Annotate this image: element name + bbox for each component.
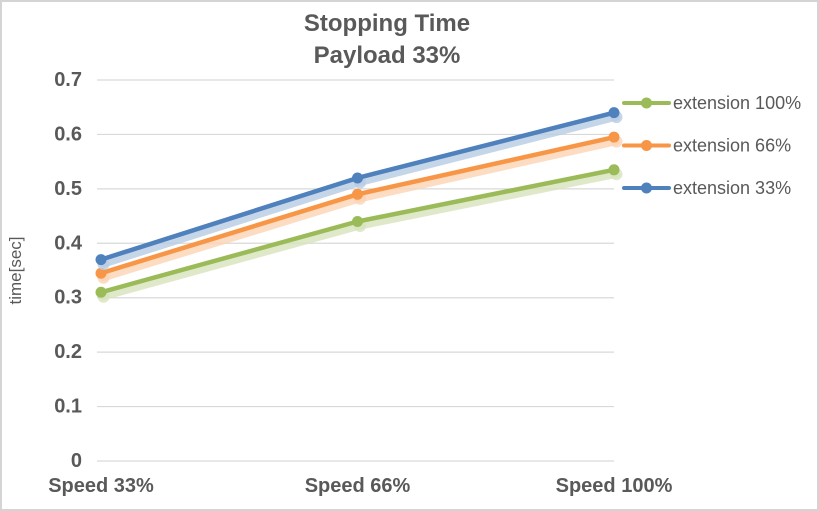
y-axis-title: time[sec]: [6, 236, 25, 304]
y-tick-label: 0.5: [54, 178, 82, 200]
y-tick-label: 0: [71, 450, 82, 472]
data-point-marker-extension-100: [352, 216, 363, 228]
chart-title-block: Stopping Time Payload 33%: [304, 8, 470, 72]
y-tick-label: 0.6: [54, 123, 82, 145]
legend-marker-extension-100: [641, 97, 652, 109]
legend-label-extension-66: extension 66%: [673, 136, 791, 156]
x-axis-label: Speed 33%: [48, 475, 154, 497]
data-point-marker-extension-33: [95, 254, 107, 266]
y-tick-label: 0.1: [54, 396, 82, 418]
legend-marker-extension-33: [641, 182, 652, 194]
data-point-marker-extension-66: [95, 267, 107, 279]
data-point-marker-extension-33: [608, 107, 620, 119]
chart-title: Stopping Time: [303, 10, 471, 37]
data-point-marker-extension-33: [352, 172, 363, 184]
y-tick-label: 0.2: [54, 341, 82, 363]
x-axis-label: Speed 66%: [305, 475, 411, 497]
chart-subtitle: Payload 33%: [313, 42, 461, 69]
y-tick-label: 0.3: [54, 287, 82, 309]
y-tick-label: 0.7: [54, 69, 82, 91]
legend-label-extension-33: extension 33%: [673, 178, 791, 198]
legend-label-extension-100: extension 100%: [673, 93, 801, 113]
data-point-marker-extension-100: [608, 164, 620, 176]
legend-marker-extension-66: [641, 140, 652, 151]
y-tick-label: 0.4: [54, 232, 83, 254]
x-axis-label: Speed 100%: [556, 475, 673, 497]
data-point-marker-extension-66: [352, 188, 363, 200]
data-point-marker-extension-66: [608, 131, 620, 143]
data-point-marker-extension-100: [95, 286, 107, 298]
series-shadow-extension-66: [100, 138, 620, 282]
